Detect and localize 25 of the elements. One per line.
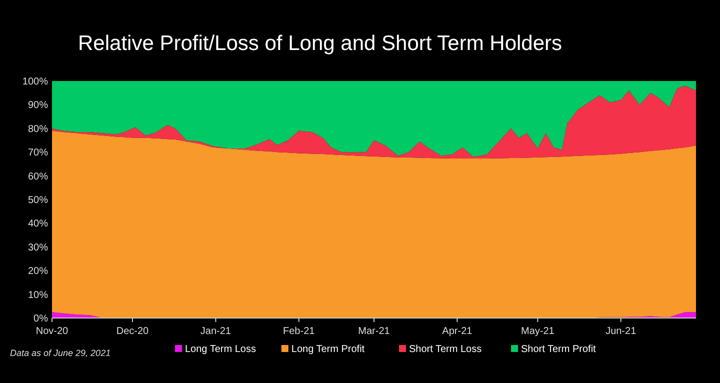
x-tick-label: May-21 bbox=[521, 326, 555, 337]
legend-label: Short Term Profit bbox=[521, 344, 596, 355]
legend-label: Long Term Profit bbox=[291, 344, 365, 355]
y-tick-label: 70% bbox=[28, 148, 48, 159]
y-tick-label: 30% bbox=[28, 242, 48, 254]
text: Data as of June 29, 2021 bbox=[10, 348, 111, 358]
y-tick-label: 60% bbox=[28, 171, 48, 182]
x-tick-label: Apr-21 bbox=[442, 326, 473, 337]
y-tick-label: 100% bbox=[22, 76, 48, 88]
x-tick-label: Dec-20 bbox=[116, 326, 150, 337]
chart-title: Relative Profit/Loss of Long and Short Term Holders bbox=[78, 32, 562, 55]
x-tick-label: Jun-21 bbox=[606, 326, 637, 337]
y-tick-label: 40% bbox=[28, 218, 48, 230]
x-tick-label: Jan-21 bbox=[200, 326, 232, 337]
y-tick-label: 50% bbox=[28, 195, 48, 206]
x-tick-label: Feb-21 bbox=[283, 326, 316, 337]
x-tick-label: Nov-20 bbox=[36, 326, 69, 337]
y-tick-label: 20% bbox=[28, 266, 48, 278]
y-tick-label: 90% bbox=[28, 100, 48, 112]
y-tick-label: 80% bbox=[28, 124, 48, 135]
legend-label: Long Term Loss bbox=[185, 344, 256, 355]
y-tick-label: 0% bbox=[34, 314, 48, 324]
y-tick-label: 10% bbox=[28, 290, 48, 301]
x-tick-label: Mar-21 bbox=[358, 326, 390, 337]
legend-label: Short Term Loss bbox=[409, 344, 482, 355]
